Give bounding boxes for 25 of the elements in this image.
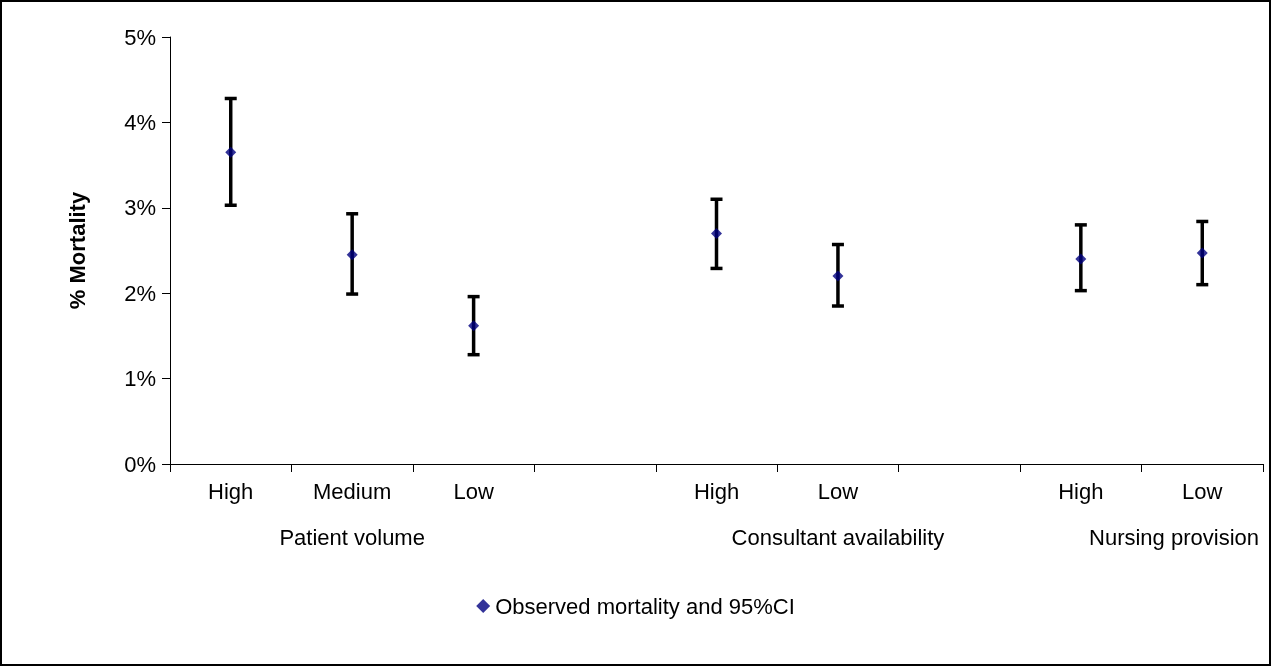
- point: [711, 227, 722, 239]
- text: Patient volume: [279, 524, 425, 550]
- x-tick-label: Low: [1182, 478, 1223, 504]
- y-tick-label: 1%: [124, 366, 156, 392]
- point: [1196, 247, 1208, 259]
- x-tick-label: Low: [453, 478, 494, 504]
- point: [832, 270, 844, 282]
- x-tick-label: High: [1058, 478, 1104, 504]
- x-tick-label: High: [693, 478, 740, 504]
- y-tick-label: 4%: [124, 109, 156, 135]
- x-tick-label: Medium: [313, 478, 392, 504]
- y-tick-label: 0%: [124, 451, 156, 477]
- point: [225, 146, 237, 158]
- y-tick-label: 5%: [124, 24, 156, 50]
- y-tick-label: 3%: [124, 195, 156, 221]
- point: [346, 249, 358, 261]
- y-tick-label: 2%: [124, 280, 156, 306]
- point: [468, 320, 480, 332]
- y-axis-title: % Mortality: [64, 191, 90, 310]
- x-tick-label: Low: [817, 478, 859, 504]
- x-tick-label: High: [208, 478, 254, 504]
- legend-label: Observed mortality and 95%CI: [495, 593, 795, 619]
- text: Nursing provision: [1089, 524, 1259, 550]
- point: [1075, 253, 1087, 265]
- text: Consultant availability: [731, 524, 945, 550]
